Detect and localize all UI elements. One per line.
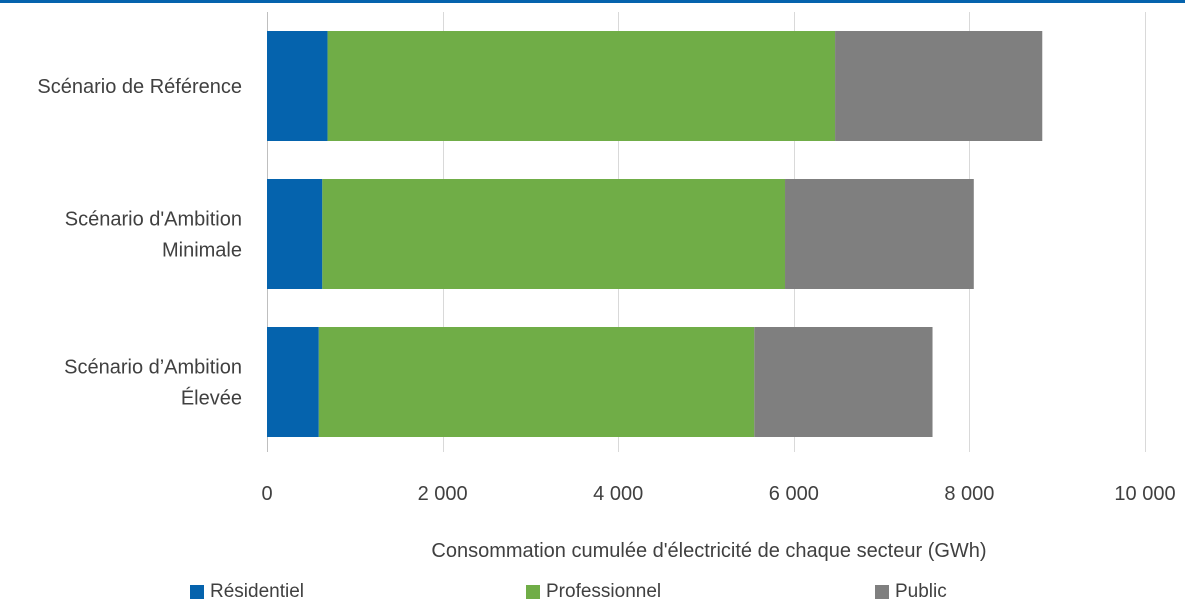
bar-segment bbox=[754, 327, 933, 437]
category-labels: Scénario de Référence Scénario d'Ambition… bbox=[37, 76, 242, 410]
legend-label: Public bbox=[895, 581, 947, 602]
x-tick-label: 2 000 bbox=[418, 483, 468, 505]
stacked-bar-chart: Scénario de Référence Scénario d'Ambition… bbox=[37, 12, 1176, 562]
category-label: Scénario de Référence bbox=[37, 76, 242, 98]
x-tick-label: 6 000 bbox=[769, 483, 819, 505]
bar-segment bbox=[267, 327, 319, 437]
legend-label: Résidentiel bbox=[210, 581, 304, 602]
bar-segment bbox=[835, 31, 1043, 141]
x-tick-label: 8 000 bbox=[944, 483, 994, 505]
legend: Résidentiel Professionnel Public bbox=[0, 580, 1185, 604]
top-rule bbox=[0, 0, 1185, 3]
legend-item: Résidentiel bbox=[190, 580, 304, 604]
legend-label: Professionnel bbox=[546, 581, 662, 602]
category-label: Scénario d’Ambition Élevée bbox=[64, 357, 242, 410]
legend-swatch bbox=[190, 585, 204, 599]
bar-segment bbox=[327, 31, 836, 141]
bars bbox=[267, 31, 1043, 437]
category-label: Scénario d'Ambition Minimale bbox=[65, 209, 242, 262]
x-axis-title: Consommation cumulée d'électricité de ch… bbox=[431, 540, 986, 562]
legend-swatch bbox=[526, 585, 540, 599]
bar-segment bbox=[785, 179, 974, 289]
x-tick-label: 0 bbox=[261, 483, 272, 505]
bar-segment bbox=[322, 179, 786, 289]
x-tick-label: 10 000 bbox=[1114, 483, 1175, 505]
x-tick-label: 4 000 bbox=[593, 483, 643, 505]
bar-segment bbox=[318, 327, 755, 437]
x-tick-labels: 0 2 000 4 000 6 000 8 000 10 000 bbox=[261, 483, 1175, 505]
legend-swatch bbox=[875, 585, 889, 599]
legend-item: Public bbox=[875, 580, 947, 604]
legend-item: Professionnel bbox=[526, 580, 661, 604]
bar-segment bbox=[267, 31, 328, 141]
bar-segment bbox=[267, 179, 323, 289]
